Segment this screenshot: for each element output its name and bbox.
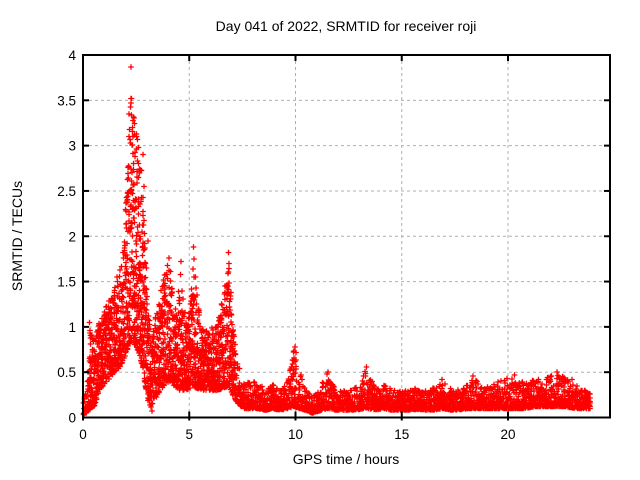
y-axis-label: SRMTID / TECUs: [9, 181, 25, 291]
y-tick-label: 3: [68, 139, 76, 154]
y-tick-label: 0.5: [57, 365, 76, 380]
y-tick-label: 1: [68, 320, 76, 335]
scatter-marker-path: [80, 64, 593, 418]
y-tick-label: 1.5: [57, 275, 76, 290]
x-tick-label: 5: [185, 427, 193, 442]
x-tick-label: 0: [79, 427, 87, 442]
x-tick-label: 10: [288, 427, 303, 442]
x-axis-label: GPS time / hours: [293, 451, 400, 467]
scatter-points: [80, 64, 593, 418]
tick-labels: 0 5 10 15 20 0 0.5 1 1.5 2 2.5 3 3.5 4: [57, 48, 515, 442]
y-tick-label: 0: [68, 411, 76, 426]
y-tick-label: 2.5: [57, 184, 76, 199]
y-tick-label: 2: [68, 229, 76, 244]
grid-lines: [83, 55, 610, 418]
y-tick-label: 3.5: [57, 93, 76, 108]
x-tick-label: 15: [394, 427, 409, 442]
axis-ticks: [82, 54, 610, 421]
y-tick-label: 4: [68, 48, 76, 63]
x-tick-label: 20: [500, 427, 515, 442]
chart-title: Day 041 of 2022, SRMTID for receiver roj…: [216, 18, 477, 34]
